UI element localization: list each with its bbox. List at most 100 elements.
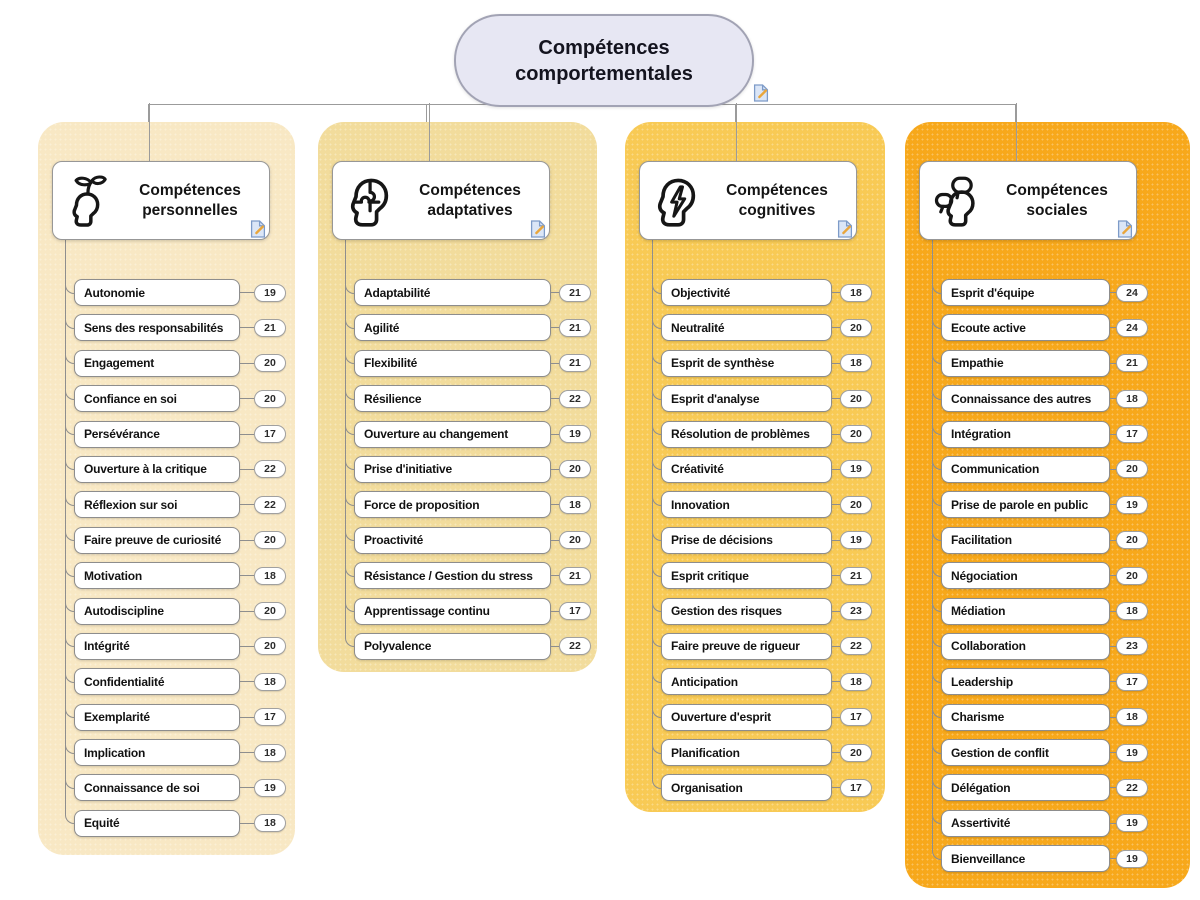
skill-count-badge[interactable]: 20: [1116, 566, 1148, 585]
skill-node[interactable]: Résilience: [354, 385, 551, 413]
skill-node[interactable]: Objectivité: [661, 279, 832, 306]
skill-count-badge[interactable]: 18: [840, 283, 872, 302]
skill-count-badge[interactable]: 18: [840, 672, 872, 691]
skill-count-badge[interactable]: 20: [840, 318, 872, 337]
skill-count-badge[interactable]: 22: [254, 495, 286, 514]
skill-count-badge[interactable]: 22: [559, 389, 591, 408]
skill-count-badge[interactable]: 20: [254, 602, 286, 621]
skill-node[interactable]: Proactivité: [354, 526, 551, 554]
skill-count-badge[interactable]: 17: [254, 425, 286, 444]
skill-node[interactable]: Agilité: [354, 314, 551, 342]
skill-count-badge[interactable]: 18: [1116, 389, 1148, 408]
skill-node[interactable]: Médiation: [941, 597, 1110, 625]
skill-count-badge[interactable]: 21: [559, 283, 591, 302]
skill-node[interactable]: Gestion de conflit: [941, 739, 1110, 767]
skill-count-badge[interactable]: 18: [1116, 602, 1148, 621]
skill-node[interactable]: Assertivité: [941, 809, 1110, 837]
skill-count-badge[interactable]: 20: [559, 460, 591, 479]
skill-count-badge[interactable]: 21: [840, 566, 872, 585]
skill-count-badge[interactable]: 20: [1116, 460, 1148, 479]
skill-count-badge[interactable]: 20: [840, 425, 872, 444]
skill-count-badge[interactable]: 17: [254, 708, 286, 727]
skill-node[interactable]: Intégration: [941, 420, 1110, 448]
skill-node[interactable]: Prise de parole en public: [941, 491, 1110, 519]
skill-node[interactable]: Innovation: [661, 491, 832, 519]
skill-node[interactable]: Autonomie: [74, 279, 240, 306]
skill-node[interactable]: Implication: [74, 739, 240, 767]
note-icon[interactable]: [530, 220, 546, 238]
skill-count-badge[interactable]: 23: [840, 602, 872, 621]
skill-count-badge[interactable]: 19: [559, 425, 591, 444]
skill-node[interactable]: Planification: [661, 739, 832, 767]
skill-node[interactable]: Ecoute active: [941, 314, 1110, 342]
skill-count-badge[interactable]: 20: [840, 743, 872, 762]
skill-count-badge[interactable]: 22: [254, 460, 286, 479]
skill-count-badge[interactable]: 21: [1116, 354, 1148, 373]
skill-count-badge[interactable]: 20: [254, 531, 286, 550]
note-icon[interactable]: [250, 220, 266, 238]
skill-node[interactable]: Motivation: [74, 562, 240, 590]
note-icon[interactable]: [1117, 220, 1133, 238]
skill-node[interactable]: Connaissance des autres: [941, 385, 1110, 413]
skill-count-badge[interactable]: 22: [1116, 778, 1148, 797]
skill-node[interactable]: Exemplarité: [74, 703, 240, 731]
skill-node[interactable]: Ouverture au changement: [354, 420, 551, 448]
skill-node[interactable]: Prise d'initiative: [354, 455, 551, 483]
skill-node[interactable]: Engagement: [74, 349, 240, 377]
skill-node[interactable]: Connaissance de soi: [74, 774, 240, 802]
skill-node[interactable]: Autodiscipline: [74, 597, 240, 625]
skill-count-badge[interactable]: 19: [1116, 495, 1148, 514]
skill-count-badge[interactable]: 20: [254, 637, 286, 656]
skill-count-badge[interactable]: 18: [254, 566, 286, 585]
skill-count-badge[interactable]: 23: [1116, 637, 1148, 656]
skill-node[interactable]: Esprit d'équipe: [941, 279, 1110, 306]
branch-header-node[interactable]: Compétences adaptatives: [332, 161, 550, 240]
branch-header-node[interactable]: Compétences personnelles: [52, 161, 270, 240]
skill-node[interactable]: Equité: [74, 809, 240, 837]
skill-node[interactable]: Sens des responsabilités: [74, 314, 240, 342]
skill-node[interactable]: Neutralité: [661, 314, 832, 342]
branch-header-node[interactable]: Compétences cognitives: [639, 161, 857, 240]
skill-count-badge[interactable]: 21: [254, 318, 286, 337]
skill-node[interactable]: Faire preuve de curiosité: [74, 526, 240, 554]
skill-node[interactable]: Facilitation: [941, 526, 1110, 554]
skill-count-badge[interactable]: 20: [840, 389, 872, 408]
branch-header-node[interactable]: Compétences sociales: [919, 161, 1137, 240]
skill-count-badge[interactable]: 17: [1116, 672, 1148, 691]
skill-count-badge[interactable]: 20: [254, 354, 286, 373]
skill-count-badge[interactable]: 20: [1116, 531, 1148, 550]
skill-node[interactable]: Résolution de problèmes: [661, 420, 832, 448]
skill-node[interactable]: Esprit d'analyse: [661, 385, 832, 413]
skill-count-badge[interactable]: 19: [254, 778, 286, 797]
skill-node[interactable]: Confidentialité: [74, 668, 240, 696]
skill-node[interactable]: Esprit critique: [661, 562, 832, 590]
skill-count-badge[interactable]: 17: [840, 778, 872, 797]
skill-node[interactable]: Empathie: [941, 349, 1110, 377]
skill-node[interactable]: Communication: [941, 455, 1110, 483]
skill-count-badge[interactable]: 18: [254, 743, 286, 762]
skill-node[interactable]: Créativité: [661, 455, 832, 483]
skill-node[interactable]: Collaboration: [941, 632, 1110, 660]
skill-node[interactable]: Intégrité: [74, 632, 240, 660]
skill-node[interactable]: Négociation: [941, 562, 1110, 590]
skill-count-badge[interactable]: 17: [1116, 425, 1148, 444]
skill-node[interactable]: Résistance / Gestion du stress: [354, 562, 551, 590]
skill-count-badge[interactable]: 24: [1116, 318, 1148, 337]
skill-node[interactable]: Réflexion sur soi: [74, 491, 240, 519]
skill-node[interactable]: Persévérance: [74, 420, 240, 448]
skill-node[interactable]: Confiance en soi: [74, 385, 240, 413]
skill-count-badge[interactable]: 18: [254, 814, 286, 833]
skill-count-badge[interactable]: 17: [840, 708, 872, 727]
note-icon[interactable]: [753, 84, 769, 102]
skill-node[interactable]: Polyvalence: [354, 632, 551, 660]
skill-count-badge[interactable]: 18: [254, 672, 286, 691]
skill-node[interactable]: Ouverture d'esprit: [661, 703, 832, 731]
skill-count-badge[interactable]: 17: [559, 602, 591, 621]
skill-node[interactable]: Adaptabilité: [354, 279, 551, 306]
skill-node[interactable]: Esprit de synthèse: [661, 349, 832, 377]
skill-count-badge[interactable]: 20: [840, 495, 872, 514]
skill-count-badge[interactable]: 20: [254, 389, 286, 408]
skill-node[interactable]: Charisme: [941, 703, 1110, 731]
skill-count-badge[interactable]: 21: [559, 318, 591, 337]
skill-node[interactable]: Ouverture à la critique: [74, 455, 240, 483]
